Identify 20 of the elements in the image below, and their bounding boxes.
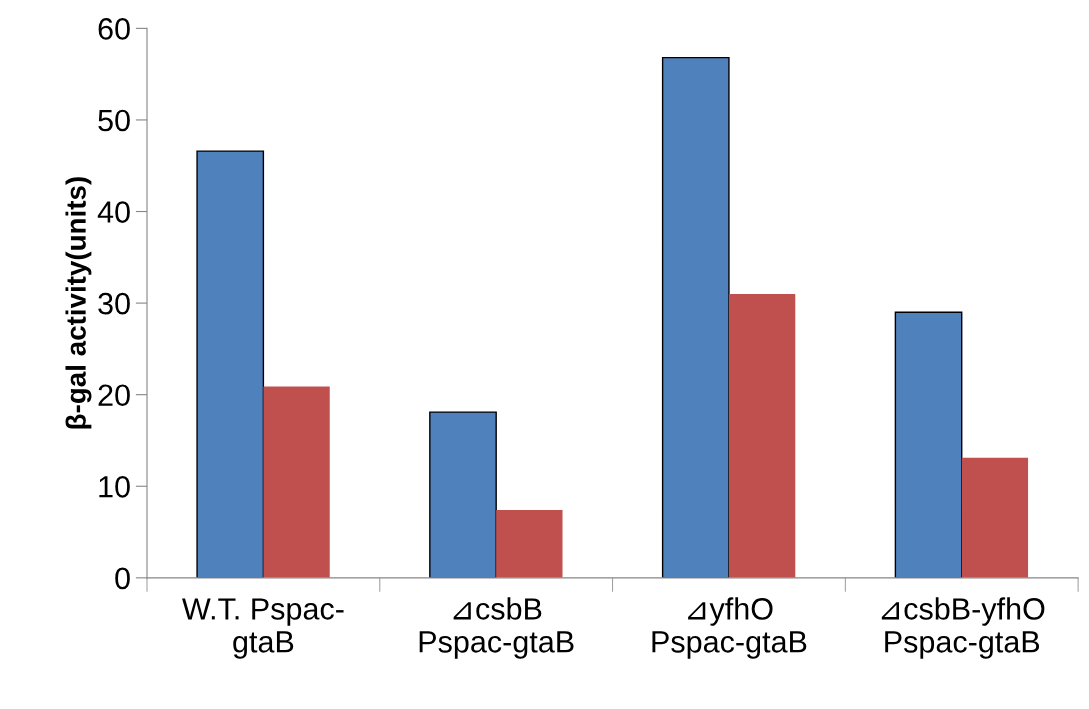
bar	[263, 386, 330, 578]
x-tick-label: ⊿yfhO Pspac-gtaB	[652, 597, 807, 659]
bar	[661, 56, 730, 578]
y-tick-label: 30	[98, 292, 130, 315]
x-tick-label: ⊿csbB Pspac-gtaB	[419, 597, 574, 659]
bar	[196, 150, 265, 578]
x-tick-label: W.T. Pspac- gtaB	[182, 598, 344, 659]
y-tick-label: 40	[97, 201, 130, 223]
y-tick-label: 60	[98, 18, 130, 40]
bar	[496, 510, 563, 578]
x-tick-label: ⊿csbB-yfhO Pspac-gtaB	[881, 597, 1045, 659]
y-axis-title: β-gal activity(units)	[65, 177, 92, 429]
bar	[728, 293, 796, 578]
y-tick-label: 0	[115, 567, 130, 590]
bar	[429, 411, 497, 578]
bar	[894, 311, 963, 578]
y-tick-label: 20	[98, 384, 130, 407]
y-tick-label: 50	[98, 109, 130, 132]
y-tick-label: 10	[99, 475, 130, 498]
bar	[961, 457, 1029, 578]
